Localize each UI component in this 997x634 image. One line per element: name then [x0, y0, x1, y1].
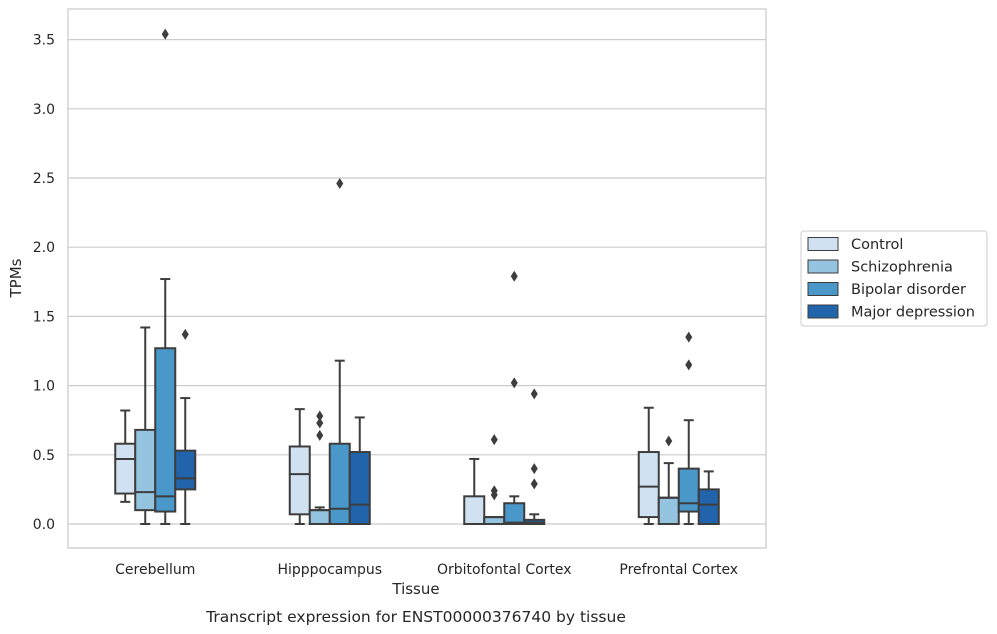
x-tick-label: Prefrontal Cortex	[619, 562, 738, 578]
outlier-point	[530, 388, 538, 400]
figure-caption: Transcript expression for ENST0000037674…	[205, 608, 626, 626]
outlier-point	[336, 178, 344, 190]
box-body	[657, 496, 680, 526]
outlier-point	[685, 359, 693, 371]
box-body	[677, 467, 700, 513]
outlier-point	[181, 328, 189, 340]
box	[697, 470, 720, 525]
legend-label: Major depression	[851, 305, 975, 321]
legend-label: Control	[851, 237, 903, 253]
box	[154, 28, 177, 525]
outlier-point	[510, 270, 518, 282]
box	[463, 457, 486, 526]
box	[677, 331, 700, 525]
outlier-point	[685, 331, 693, 343]
outlier-point	[510, 377, 518, 389]
legend-swatch	[807, 304, 839, 319]
x-tick-label: Hipppocampus	[277, 562, 382, 578]
outlier-point	[490, 434, 498, 446]
box-body	[348, 451, 371, 526]
y-axis-label: TPMs	[7, 258, 25, 298]
box-body	[463, 495, 486, 526]
series-control	[114, 406, 660, 526]
box-body	[308, 509, 331, 526]
legend-swatch	[807, 282, 839, 296]
series-major-depression	[174, 328, 720, 526]
legend-frame	[800, 230, 988, 327]
y-tick-label: 0.5	[33, 448, 55, 464]
outlier-point	[316, 429, 324, 441]
box	[523, 388, 546, 526]
box-body	[288, 445, 311, 516]
box	[348, 416, 371, 526]
box-series	[114, 28, 720, 526]
box	[328, 178, 351, 525]
y-tick-label: 3.5	[33, 33, 55, 49]
box-body	[697, 488, 720, 525]
box-body	[503, 502, 526, 525]
legend: Control Schizophrenia Bipolar disorder Majo…	[800, 230, 988, 327]
box-body	[114, 442, 137, 495]
box	[134, 326, 157, 525]
box-body	[154, 347, 177, 513]
box	[288, 408, 311, 525]
box	[503, 270, 526, 525]
box-body	[483, 516, 506, 526]
x-axis-label: Tissue	[391, 580, 439, 598]
y-tick-label: 3.0	[33, 102, 55, 118]
box	[483, 434, 506, 526]
outlier-point	[316, 417, 324, 429]
x-tick-label: Cerebellum	[115, 562, 195, 578]
box	[174, 328, 197, 525]
legend-label: Bipolar disorder	[851, 282, 966, 298]
y-tick-label: 1.5	[33, 309, 55, 325]
outlier-point	[316, 410, 324, 422]
y-tick-label: 2.5	[33, 171, 55, 187]
legend-swatch	[807, 259, 839, 274]
series-bipolar-disorder	[154, 28, 700, 525]
y-tick-label: 0.0	[33, 517, 55, 533]
plot-frame	[67, 8, 767, 549]
outlier-point	[490, 485, 498, 497]
box	[657, 435, 680, 526]
series-schizophrenia	[134, 326, 680, 526]
box-body	[328, 442, 351, 525]
box	[637, 406, 660, 525]
x-tick-labels: Cerebellum Hipppocampus Orbitofontal Corte…	[115, 562, 738, 578]
outlier-point	[161, 28, 169, 40]
outlier-point	[530, 478, 538, 490]
legend-label: Schizophrenia	[851, 260, 953, 276]
legend-swatch	[807, 237, 839, 251]
y-tick-labels: 0.0 0.5 1.0 1.5 2.0 2.5 3.0 3.5	[33, 33, 55, 533]
outlier-point	[665, 435, 673, 447]
y-tick-label: 2.0	[33, 240, 55, 256]
box-body	[637, 451, 660, 519]
y-tick-label: 1.0	[33, 379, 55, 395]
box-body	[134, 428, 157, 512]
x-tick-label: Orbitofontal Cortex	[437, 562, 572, 578]
box	[114, 409, 137, 503]
outlier-point	[530, 463, 538, 475]
box	[308, 410, 331, 526]
box-body	[174, 449, 197, 491]
